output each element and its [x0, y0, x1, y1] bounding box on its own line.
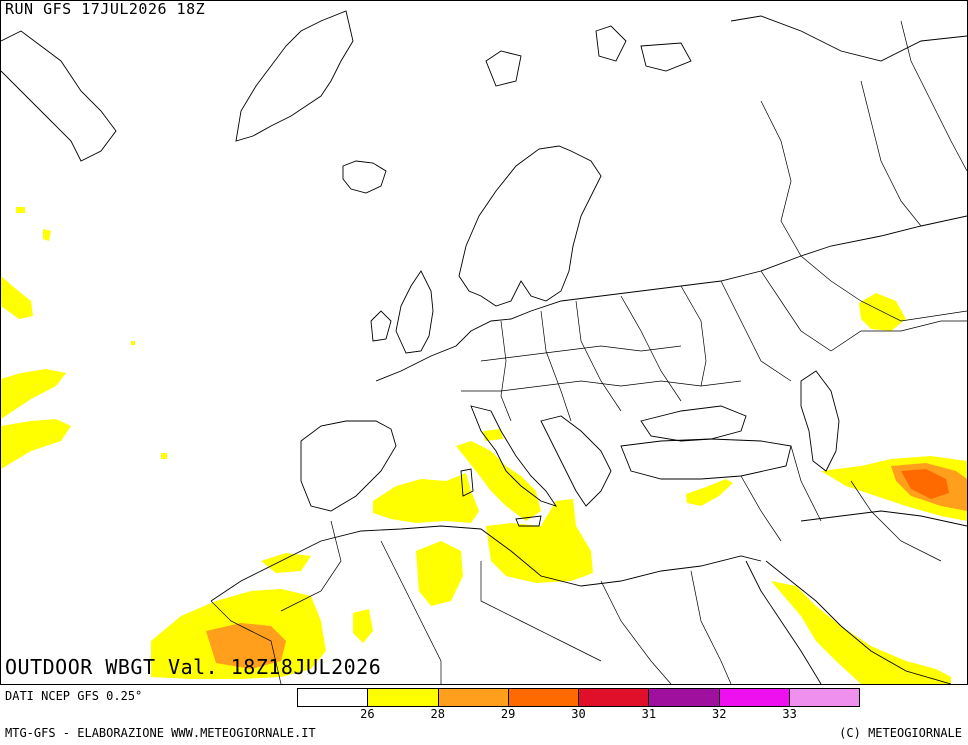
wbgt-fields — [1, 207, 967, 684]
wbgt-area-atlantic-mid — [1, 369, 66, 419]
legend-tick-label: 31 — [641, 707, 657, 721]
wbgt-area-morocco-inner — [206, 623, 286, 669]
legend-swatch — [508, 689, 579, 706]
legend-swatch — [438, 689, 509, 706]
data-source-label: DATI NCEP GFS 0.25° — [5, 689, 143, 703]
europe-map — [1, 10, 967, 684]
wbgt-area-morocco-coast — [261, 553, 311, 573]
legend-tick-label: 29 — [500, 707, 516, 721]
legend-swatch — [649, 689, 720, 706]
legend-swatch — [579, 689, 650, 706]
wbgt-area-aegean — [686, 479, 733, 506]
legend-tick-label: 26 — [360, 707, 375, 721]
color-legend — [297, 688, 860, 707]
wbgt-area-algeria-spot — [353, 609, 373, 643]
run-label: RUN GFS 17JUL2026 18Z — [5, 0, 206, 18]
wbgt-area-atlantic-south — [1, 419, 71, 469]
legend-swatch — [298, 689, 369, 706]
wbgt-area-atlantic-north — [1, 276, 33, 319]
wbgt-area-tyrrhenian — [456, 441, 541, 521]
wbgt-area-gulf-hot — [901, 469, 949, 499]
legend-tick-label: 30 — [571, 707, 586, 721]
wbgt-area-adriatic — [483, 429, 503, 441]
copyright-label: (C) METEOGIORNALE — [839, 726, 962, 740]
map-title: OUTDOOR WBGT Val. 18Z18JUL2026 — [5, 655, 382, 679]
map-frame — [0, 0, 968, 685]
credit-label: MTG-GFS - ELABORAZIONE WWW.METEOGIORNALE… — [5, 726, 316, 740]
wbgt-area-tunisia — [416, 541, 463, 606]
coastlines — [1, 10, 967, 684]
legend-tick-label: 28 — [430, 707, 445, 721]
wbgt-area-ionian-libya — [486, 499, 593, 583]
legend-swatch — [368, 689, 439, 706]
legend-tick-label: 33 — [782, 707, 797, 721]
wbgt-area-red-sea — [771, 581, 951, 684]
legend-swatch — [719, 689, 790, 706]
legend-tick-label: 32 — [712, 707, 727, 721]
legend-swatch — [789, 689, 859, 706]
wbgt-area-med-west — [373, 473, 479, 523]
country-borders — [210, 20, 967, 684]
